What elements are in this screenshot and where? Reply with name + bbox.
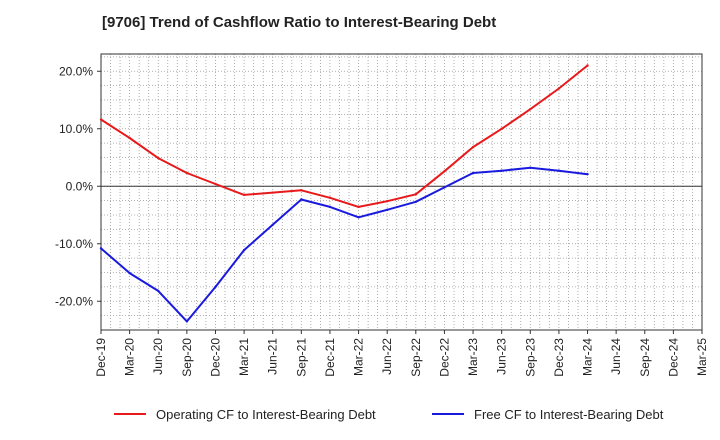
data-point-free-cf [157,289,160,293]
grid-layer [100,54,703,331]
plot-background [101,54,702,330]
data-point-free-cf [357,216,360,219]
data-point-free-cf [99,247,103,250]
x-tick-label: Sep-23 [523,338,537,377]
y-tick-label: -10.0% [55,237,93,251]
data-point-free-cf [271,223,274,226]
data-point-free-cf [128,271,131,275]
x-tick-label: Mar-22 [352,338,366,376]
data-point-operating-cf [443,170,446,173]
data-point-operating-cf [157,156,160,160]
x-tick-label: Dec-22 [437,338,451,377]
data-point-operating-cf [300,189,303,192]
data-point-free-cf [443,186,446,189]
y-tick-label: -20.0% [55,294,93,308]
data-point-free-cf [214,285,217,289]
x-tick-label: Dec-23 [552,338,566,377]
x-tick-label: Dec-21 [323,338,337,377]
data-point-free-cf [242,248,246,252]
data-point-operating-cf [128,136,131,140]
y-tick-label: 20.0% [59,64,93,78]
data-point-free-cf [328,205,332,209]
series-layer [99,64,589,323]
data-point-free-cf [529,166,532,170]
data-point-free-cf [385,208,389,212]
data-point-free-cf [185,320,189,323]
legend: Operating CF to Interest-Bearing Debt Fre… [114,407,664,422]
series-line-operating-cf [100,64,589,208]
x-tick-label: Jun-23 [495,338,509,375]
data-point-free-cf [414,200,418,203]
data-point-operating-cf [557,87,561,90]
x-tick-label: Mar-20 [123,338,137,376]
data-point-operating-cf [529,108,532,111]
x-tick-label: Mar-21 [237,338,251,376]
y-tick-label: 10.0% [59,122,93,136]
data-point-operating-cf [214,182,217,186]
data-point-operating-cf [185,171,189,175]
x-tick-label: Sep-21 [294,338,308,377]
data-point-operating-cf [242,193,246,197]
legend-label-operating-cf: Operating CF to Interest-Bearing Debt [156,407,376,422]
x-tick-label: Sep-20 [180,338,194,377]
x-tick-label: Mar-23 [466,338,480,376]
chart-title: [9706] Trend of Cashflow Ratio to Intere… [102,14,497,31]
x-tick-label: Sep-22 [409,338,423,377]
x-tick-label: Jun-21 [266,338,280,375]
data-point-free-cf [500,169,503,172]
x-tick-label: Jun-22 [380,338,394,375]
data-point-operating-cf [414,193,418,196]
plot-border [100,53,703,331]
x-tick-label: Jun-24 [609,338,623,375]
data-point-operating-cf [385,200,389,203]
series-line-free-cf [100,166,589,323]
x-tick-label: Dec-24 [666,338,680,377]
x-tick-label: Mar-24 [581,338,595,376]
x-tick-label: Sep-24 [638,338,652,377]
data-point-free-cf [557,169,561,172]
x-tick-label: Jun-20 [151,338,165,375]
y-tick-label: 0.0% [66,179,94,193]
axis-layer: 20.0% 10.0% 0.0% -10.0% -20.0% Dec-19 Mar-20 Ju… [55,53,709,377]
data-point-operating-cf [328,196,332,199]
x-tick-label: Mar-25 [695,338,709,376]
data-point-free-cf [300,198,303,201]
data-point-operating-cf [500,127,503,130]
data-point-operating-cf [471,145,475,149]
data-point-operating-cf [99,118,103,121]
legend-label-free-cf: Free CF to Interest-Bearing Debt [474,407,664,422]
data-point-operating-cf [586,64,589,67]
data-point-operating-cf [357,205,360,209]
x-tick-label: Dec-20 [208,338,222,377]
data-point-free-cf [471,171,475,175]
data-point-operating-cf [271,191,274,194]
x-tick-label: Dec-19 [94,338,108,377]
data-point-free-cf [586,172,589,176]
